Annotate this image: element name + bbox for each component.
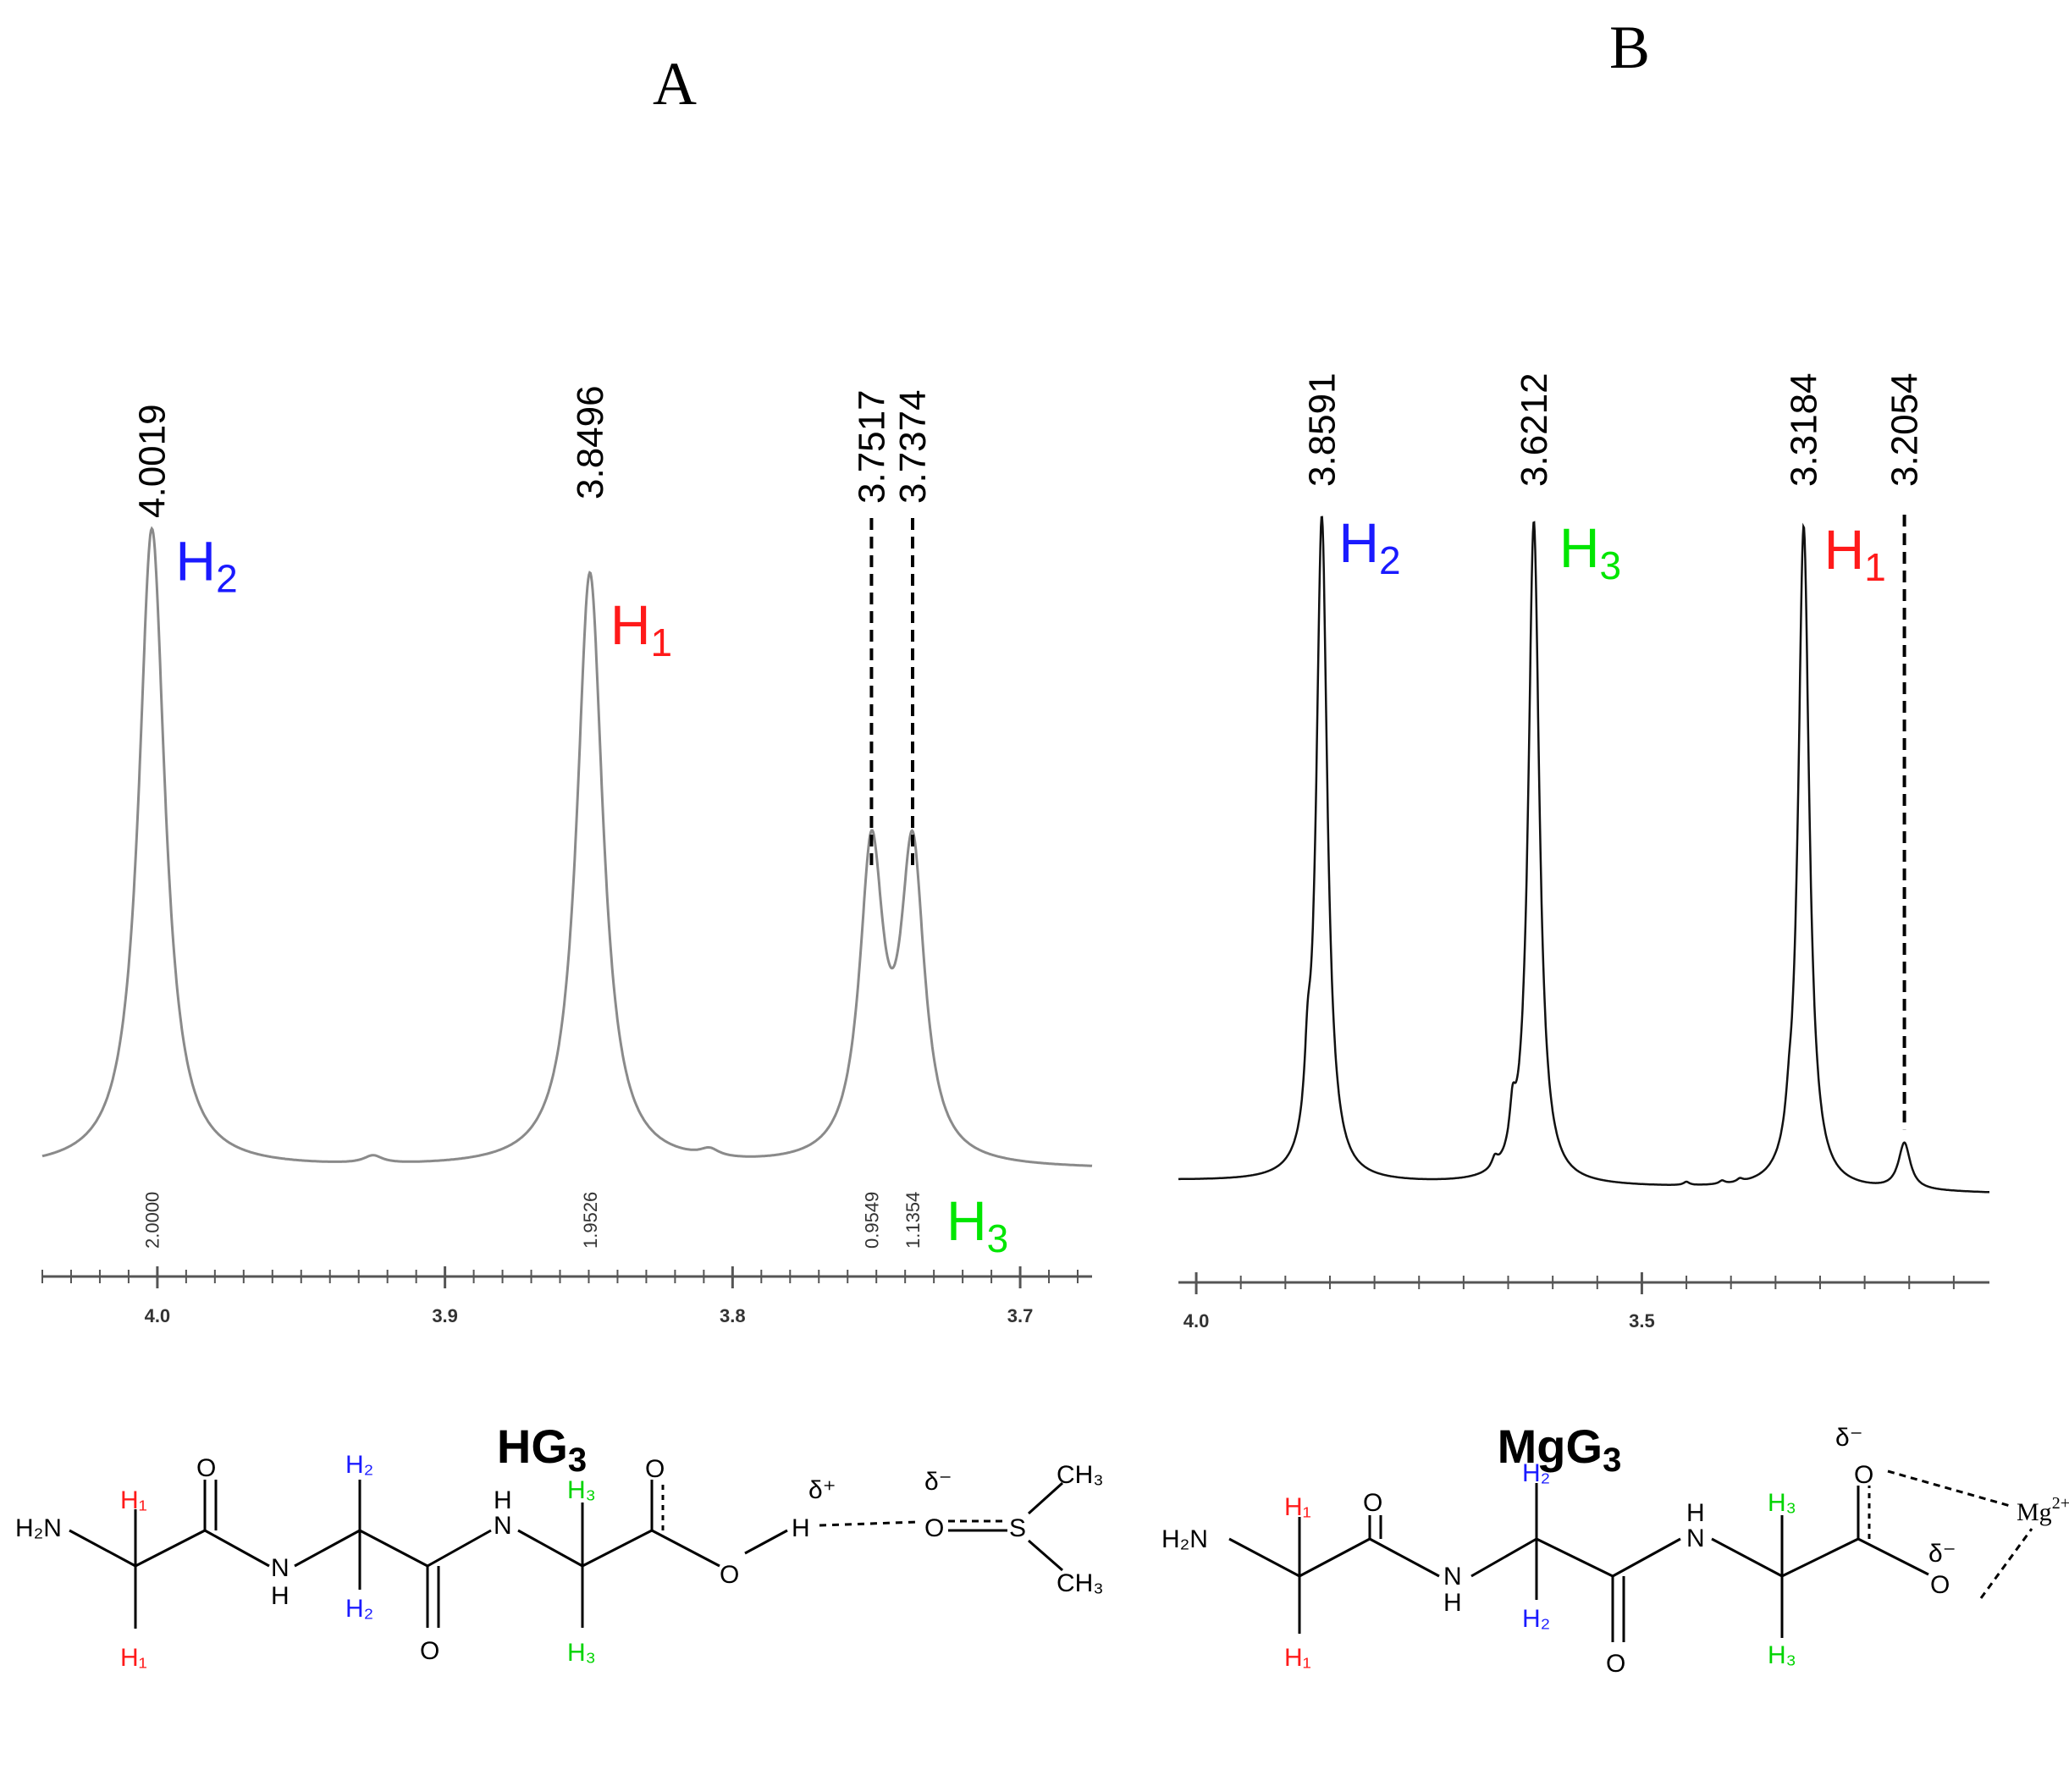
proton-label-h2: H2 — [175, 530, 237, 601]
peak-integral-label: 2.0000 — [141, 1192, 163, 1249]
peak-shift-label: 3.7517 — [851, 389, 892, 504]
x-tick-label: 3.7 — [1007, 1305, 1034, 1326]
proton-label-h3: H3 — [1559, 516, 1621, 587]
peak-shift-label: 3.8496 — [570, 385, 611, 499]
hg3-h1-bottom-label: H₁ — [120, 1644, 147, 1672]
proton-symbol: H — [175, 530, 216, 593]
proton-symbol: H — [1559, 516, 1600, 579]
mgg3-h3-bottom-label: H₃ — [1768, 1641, 1796, 1669]
hg3-h2-bottom-label: H₂ — [345, 1595, 373, 1623]
proton-label-h1: H1 — [610, 593, 672, 664]
hg3-o5-label: O — [924, 1514, 944, 1542]
proton-subscript: 1 — [1864, 545, 1886, 589]
mgg3-delta-minus-top-label: δ⁻ — [1835, 1424, 1863, 1452]
peak-integral-label: 1.9526 — [580, 1192, 601, 1249]
mgg3-n1-label: N — [1443, 1563, 1462, 1591]
mgg3-o4-label: O — [1930, 1571, 1950, 1599]
mgg3-n2-label: N — [1686, 1525, 1705, 1552]
proton-label-h1: H1 — [1824, 518, 1886, 589]
mgg3-nh2-label: H — [1686, 1499, 1705, 1527]
hg3-o1-label: O — [196, 1454, 216, 1482]
spectrum-line — [1178, 516, 1989, 1194]
mgg3-mg-charge: 2+ — [2052, 1494, 2069, 1513]
panel-label-a: A — [653, 50, 697, 118]
mgg3-o2-label: O — [1606, 1650, 1625, 1678]
spectrum-line — [41, 526, 1093, 1167]
hg3-o2-label: O — [420, 1637, 439, 1665]
mgg3-h1-top-label: H₁ — [1284, 1493, 1311, 1521]
hg3-h2-top-label: H₂ — [345, 1451, 373, 1479]
mgg3-h2-top-label: H₂ — [1522, 1459, 1550, 1487]
proton-label-h2: H2 — [1338, 511, 1400, 582]
mgg3-h1-bottom-label: H₁ — [1284, 1644, 1311, 1672]
mgg3-h3-top-label: H₃ — [1768, 1489, 1796, 1517]
hg3-ch3-bottom-label: CH₃ — [1057, 1569, 1104, 1597]
hg3-n2-label: N — [494, 1512, 512, 1540]
x-tick-label: 4.0 — [1183, 1310, 1210, 1332]
hg3-n1-label: N — [271, 1554, 290, 1582]
peak-shift-label: 4.0019 — [131, 404, 173, 518]
proton-symbol: H — [610, 593, 651, 656]
peak-shift-label: 3.6212 — [1514, 372, 1555, 487]
mgg3-nh1-label: H — [1443, 1589, 1462, 1617]
x-tick-label: 3.9 — [432, 1305, 458, 1326]
peak-shift-label: 3.8591 — [1301, 372, 1343, 487]
proton-label-h3: H3 — [946, 1189, 1008, 1260]
hg3-s-label: S — [1009, 1514, 1026, 1542]
hg3-h1-top-label: H₁ — [120, 1486, 147, 1514]
hg3-h-label: H — [792, 1514, 810, 1542]
mgg3-mg-symbol: Mg — [2017, 1498, 2052, 1526]
structure-title-mgg3: MgG3 — [1498, 1420, 1622, 1479]
hg3-h3-top-label: H₃ — [567, 1476, 596, 1504]
structure-hg3-labels: H₂N H₁ H₁ O N H H₂ H₂ O H N H₃ H₃ O O H … — [15, 1451, 1104, 1672]
proton-symbol: H — [1824, 518, 1865, 581]
x-tick-label: 3.5 — [1629, 1310, 1655, 1332]
hg3-delta-plus-label: δ⁺ — [808, 1476, 836, 1504]
peak-shift-label: 3.2054 — [1884, 372, 1926, 487]
peak-shift-label: 3.3184 — [1784, 372, 1825, 487]
mgg3-h2n-label: H₂N — [1161, 1525, 1208, 1553]
structure-hg3 — [69, 1480, 1064, 1629]
mgg3-delta-minus-bottom-label: δ⁻ — [1928, 1540, 1956, 1568]
proton-symbol: H — [946, 1189, 987, 1252]
proton-subscript: 3 — [1600, 543, 1622, 587]
mgg3-mg-label: Mg2+ — [2017, 1494, 2069, 1526]
proton-subscript: 1 — [651, 620, 673, 664]
hg3-nh2-label: H — [494, 1486, 512, 1514]
panel-label-b: B — [1609, 14, 1650, 81]
spectrum-a: 4.0 3.9 3.8 3.7 4.0019 2.0000 3.8496 1.9526 3.75… — [41, 385, 1093, 1326]
hg3-h3-bottom-label: H₃ — [567, 1639, 596, 1667]
hg3-delta-minus-label: δ⁻ — [924, 1468, 952, 1496]
peak-integral-label: 0.9549 — [861, 1192, 882, 1249]
proton-symbol: H — [1338, 511, 1379, 574]
proton-subscript: 2 — [1379, 538, 1401, 582]
x-tick-label: 3.8 — [720, 1305, 746, 1326]
hg3-nh1-label: H — [271, 1582, 290, 1610]
mgg3-o1-label: O — [1363, 1489, 1382, 1517]
peak-shift-label: 3.7374 — [892, 389, 934, 504]
hg3-o4-label: O — [720, 1561, 739, 1589]
x-tick-label: 4.0 — [145, 1305, 171, 1326]
hg3-o3-label: O — [645, 1455, 665, 1483]
mgg3-o3-label: O — [1854, 1461, 1873, 1489]
structure-title-hg3: HG3 — [497, 1420, 587, 1479]
hg3-h2n-label: H₂N — [15, 1514, 62, 1542]
peak-integral-label: 1.1354 — [902, 1192, 924, 1249]
mgg3-h2-bottom-label: H₂ — [1522, 1605, 1550, 1633]
structure-mgg3-labels: H₂N H₁ H₁ O N H H₂ H₂ O H N H₃ H₃ O δ⁻ O… — [1161, 1424, 2069, 1678]
hg3-ch3-top-label: CH₃ — [1057, 1461, 1104, 1489]
structure-mgg3 — [1228, 1469, 2033, 1642]
proton-subscript: 3 — [987, 1216, 1009, 1260]
proton-subscript: 2 — [216, 557, 238, 601]
